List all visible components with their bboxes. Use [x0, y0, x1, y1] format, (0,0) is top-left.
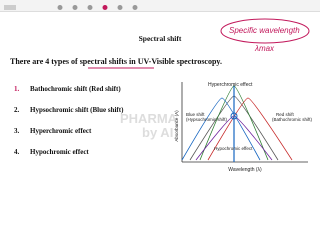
- list-item: 2. Hypsochromic shift (Blue shift): [14, 106, 123, 114]
- tool-icon[interactable]: [132, 5, 138, 10]
- label: Hypochromic effect: [214, 146, 253, 151]
- diagram: Hyperchromic effect Blue shift (Hypsochr…: [174, 82, 313, 173]
- label: Hyperchromic effect: [208, 82, 253, 88]
- watermark-line: PHARMA: [120, 111, 178, 126]
- item-number: 4.: [14, 148, 20, 156]
- tool-icon[interactable]: [57, 5, 63, 10]
- page: {"slide": { "title": "Spectral shift", "…: [0, 0, 320, 173]
- tool-icon[interactable]: [117, 5, 123, 10]
- underline: [88, 67, 154, 69]
- tab[interactable]: [4, 5, 16, 10]
- toolbar: [0, 0, 320, 12]
- slide-title: Spectral shift: [138, 34, 182, 43]
- label: (Hypsochromic shift): [186, 117, 228, 122]
- item-number: 2.: [14, 106, 20, 114]
- x-axis-label: Wavelength (λ): [228, 167, 262, 173]
- list-item: 4. Hypochromic effect: [14, 148, 89, 156]
- y-axis-label: Absorbance (A): [174, 110, 179, 142]
- watermark: PHARMA by AI: [120, 112, 177, 140]
- watermark-line: by AI: [142, 125, 174, 140]
- label: Blue shift: [186, 112, 205, 117]
- curve-blue: [181, 97, 261, 161]
- item-text: Hypsochromic shift (Blue shift): [30, 106, 124, 114]
- handwriting: Specific wavelength λmax: [220, 18, 310, 53]
- label: Red shift: [276, 112, 295, 117]
- curve-red: [207, 97, 293, 161]
- intro-text: There are 4 types of spectral shifts in …: [10, 57, 222, 66]
- hand-text: Specific wavelength: [229, 26, 300, 35]
- item-text: Hypochromic effect: [30, 148, 89, 156]
- tool-icon[interactable]: [87, 5, 93, 10]
- label: (Bathochromic shift): [272, 117, 313, 122]
- item-number: 1.: [14, 85, 20, 93]
- list-item: 1. Bathochromic shift (Red shift): [14, 85, 121, 93]
- item-text: Hyperchromic effect: [30, 127, 92, 135]
- item-text: Bathochromic shift (Red shift): [30, 85, 121, 93]
- toolbar-icons: [4, 5, 138, 10]
- hand-text: λmax: [254, 44, 275, 53]
- tool-icon[interactable]: [72, 5, 78, 10]
- hand-mark: [230, 112, 238, 120]
- item-number: 3.: [14, 127, 20, 135]
- pen-icon[interactable]: [102, 5, 108, 10]
- hand-circle: [220, 18, 310, 44]
- list-item: 3. Hyperchromic effect: [14, 127, 91, 135]
